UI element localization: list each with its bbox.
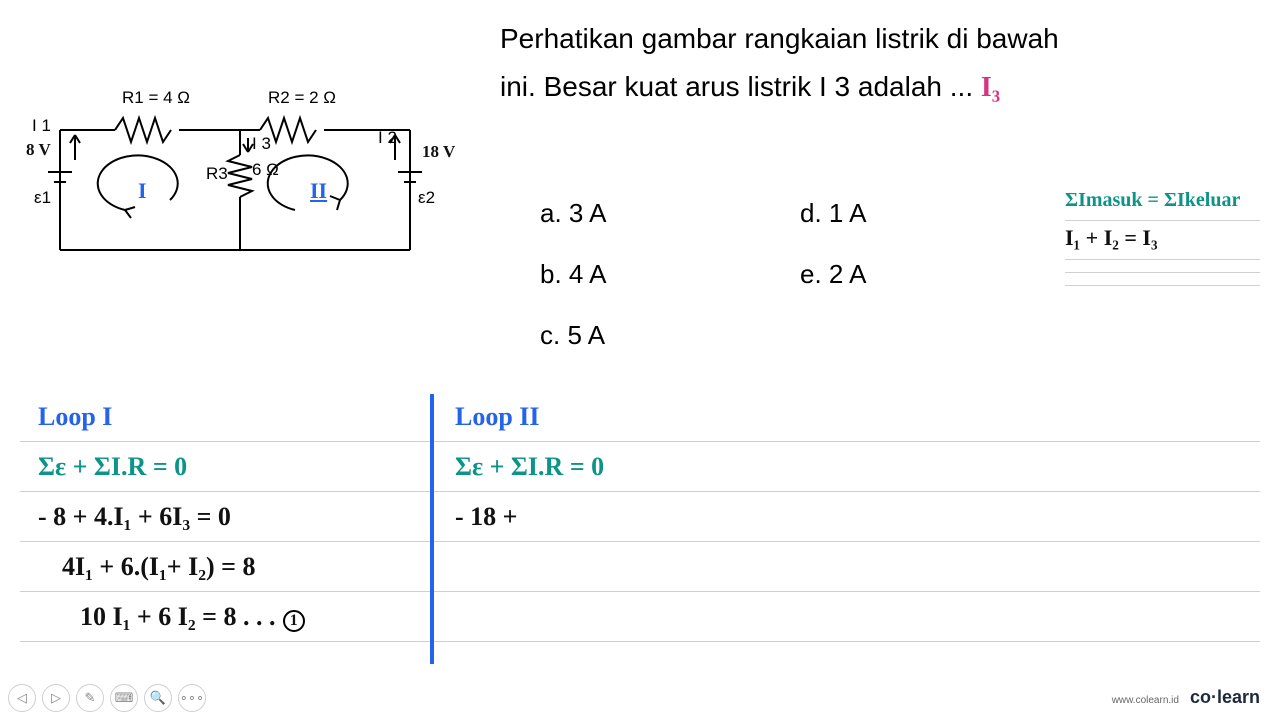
r1-label: R1 = 4 Ω bbox=[122, 88, 190, 108]
loop2-eq2: - 18 + bbox=[455, 502, 517, 531]
loop1-eq4: 10 I₁ + 6 I₂ = 8 . . . bbox=[80, 602, 275, 631]
option-e: e. 2 A bbox=[800, 246, 950, 303]
loop1-roman: I bbox=[138, 178, 147, 204]
brand-name: co·learn bbox=[1190, 687, 1260, 707]
loop1-eq1: Σε + ΣI.R = 0 bbox=[38, 452, 187, 481]
question-body: Perhatikan gambar rangkaian listrik di b… bbox=[500, 23, 1059, 102]
loop2-roman: II bbox=[310, 178, 327, 204]
r2-label: R2 = 2 Ω bbox=[268, 88, 336, 108]
brand-footer: www.colearn.id co·learn bbox=[1112, 687, 1260, 708]
question-text: Perhatikan gambar rangkaian listrik di b… bbox=[500, 15, 1060, 111]
r3-label: R3 bbox=[206, 164, 228, 184]
kirchhoff-notes: ΣImasuk = ΣIkeluar I₁ + I₂ = I₃ bbox=[1065, 185, 1260, 286]
e1-label: ε1 bbox=[34, 188, 51, 208]
more-button[interactable]: ∘∘∘ bbox=[178, 684, 206, 712]
circuit-diagram: R1 = 4 Ω R2 = 2 Ω I 1 8 V ε1 I 3 R3 6 Ω … bbox=[30, 90, 460, 290]
brand-url: www.colearn.id bbox=[1112, 695, 1179, 706]
r3-val: 6 Ω bbox=[252, 160, 279, 180]
next-button[interactable]: ▷ bbox=[42, 684, 70, 712]
loop1-eq4-circle: 1 bbox=[283, 610, 305, 632]
i1-label: I 1 bbox=[32, 116, 51, 136]
loop1-eq2: - 8 + 4.I₁ + 6I₃ = 0 bbox=[38, 502, 231, 531]
loop1-title: Loop I bbox=[38, 402, 112, 431]
work-area: Loop I Loop II Σε + ΣI.R = 0 Σε + ΣI.R =… bbox=[20, 392, 1260, 642]
v1-label: 8 V bbox=[26, 140, 51, 160]
column-divider bbox=[430, 394, 434, 664]
e2-label: ε2 bbox=[418, 188, 435, 208]
option-d: d. 1 A bbox=[800, 185, 950, 242]
playback-toolbar: ◁ ▷ ✎ ⌨ 🔍 ∘∘∘ bbox=[8, 684, 206, 712]
loop1-eq3: 4I₁ + 6.(I₁+ I₂) = 8 bbox=[62, 552, 256, 581]
i3-label: I 3 bbox=[252, 134, 271, 154]
answer-options: a. 3 A d. 1 A b. 4 A e. 2 A c. 5 A bbox=[540, 185, 950, 365]
option-a: a. 3 A bbox=[540, 185, 800, 242]
zoom-button[interactable]: 🔍 bbox=[144, 684, 172, 712]
i2-label: I 2 bbox=[378, 128, 397, 148]
v2-label: 18 V bbox=[422, 142, 455, 162]
pen-button[interactable]: ✎ bbox=[76, 684, 104, 712]
prev-button[interactable]: ◁ bbox=[8, 684, 36, 712]
question-annotation: I₃ bbox=[981, 72, 1000, 103]
option-b: b. 4 A bbox=[540, 246, 800, 303]
option-c: c. 5 A bbox=[540, 307, 800, 364]
tool-button[interactable]: ⌨ bbox=[110, 684, 138, 712]
loop2-title: Loop II bbox=[455, 402, 540, 431]
note-line1: ΣImasuk = ΣIkeluar bbox=[1065, 189, 1240, 211]
note-line2: I₁ + I₂ = I₃ bbox=[1065, 225, 1158, 250]
loop2-eq1: Σε + ΣI.R = 0 bbox=[455, 452, 604, 481]
